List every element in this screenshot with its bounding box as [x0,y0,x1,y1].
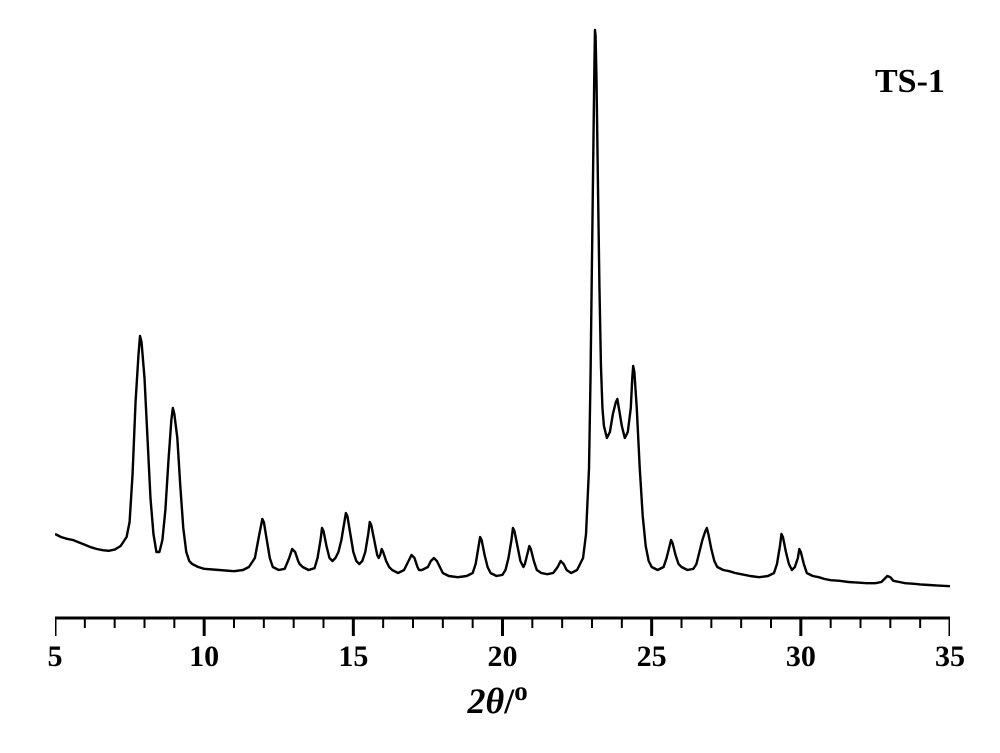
x-title-deg: o [514,676,528,706]
x-tick-label: 10 [189,640,219,674]
x-title-prefix: 2 [468,681,486,721]
x-tick-label: 30 [786,640,816,674]
xrd-chart: TS-1 5101520253035 2θ/o [55,18,950,718]
x-tick-label: 25 [637,640,667,674]
x-axis-title: 2θ/o [468,676,528,722]
x-title-slash: / [504,681,514,721]
chart-svg [55,18,950,658]
x-tick-label: 20 [488,640,518,674]
series-label: TS-1 [875,63,945,101]
x-tick-label: 5 [48,640,63,674]
x-tick-label: 35 [935,640,965,674]
x-tick-label: 15 [338,640,368,674]
x-title-theta: θ [486,681,505,721]
